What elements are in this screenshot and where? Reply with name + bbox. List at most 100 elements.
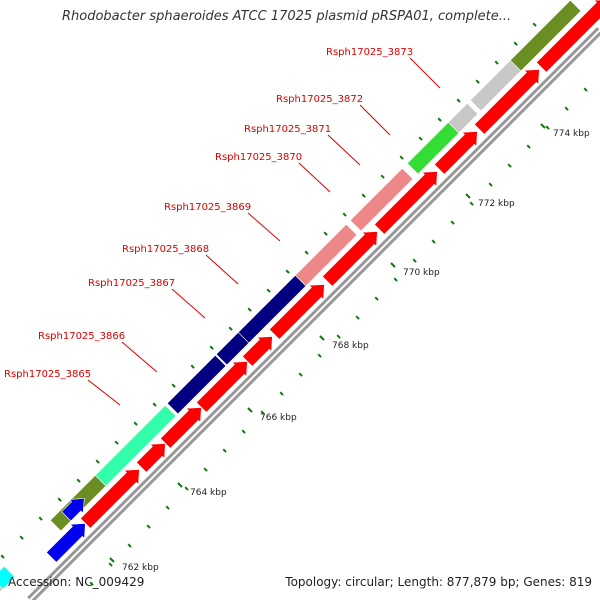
kbp-tick — [247, 407, 253, 413]
gene-label: Rsph17025_3872 — [276, 94, 363, 105]
tick-mark — [184, 486, 189, 491]
tick-mark — [564, 106, 569, 111]
feature-gene — [509, 0, 582, 72]
tick-mark — [380, 174, 385, 179]
forward-cds-arrow — [80, 469, 140, 529]
tick-mark — [114, 440, 119, 445]
tick-mark — [336, 334, 341, 339]
gene-label: Rsph17025_3867 — [88, 278, 175, 289]
forward-cds-arrow — [536, 0, 600, 73]
label-leader — [327, 134, 361, 166]
tick-mark — [171, 383, 176, 388]
tick-mark — [437, 117, 442, 122]
tick-mark — [450, 220, 455, 225]
kbp-labels: 762 kbp 764 kbp 766 kbp 768 kbp 770 kbp 772 k… — [109, 123, 590, 573]
kbp-label: 768 kbp — [332, 341, 369, 351]
tick-mark — [374, 296, 379, 301]
map-title: Rhodobacter sphaeroides ATCC 17025 plasm… — [62, 9, 512, 24]
backbone — [27, 27, 600, 600]
tick-mark — [190, 364, 195, 369]
gene-label: Rsph17025_3868 — [122, 244, 209, 255]
kbp-tick — [319, 335, 325, 341]
kbp-tick — [390, 262, 396, 268]
tick-mark — [304, 250, 309, 255]
label-leader — [409, 57, 441, 89]
label-leader — [121, 341, 158, 373]
tick-mark — [228, 326, 233, 331]
reverse-cds-arrow — [46, 523, 86, 563]
tick-mark — [469, 201, 474, 206]
forward-cds-track — [80, 0, 600, 529]
tick-mark — [165, 505, 170, 510]
tick-mark — [342, 212, 347, 217]
feature-gene — [0, 585, 4, 593]
tick-mark — [209, 345, 214, 350]
gene-label: Rsph17025_3869 — [164, 202, 251, 213]
tick-mark — [323, 231, 328, 236]
tick-mark — [76, 478, 81, 483]
tick-mark — [456, 98, 461, 103]
tick-mark — [399, 155, 404, 160]
tick-mark — [57, 497, 62, 502]
label-leader — [359, 104, 391, 136]
tick-mark — [545, 125, 550, 130]
feature-gene — [0, 565, 16, 590]
kbp-tick — [465, 193, 471, 199]
forward-cds-arrow — [242, 336, 273, 367]
tick-marks — [0, 22, 588, 586]
feature-gene — [349, 167, 414, 232]
feature-gene — [166, 354, 227, 415]
forward-cds-arrow — [434, 131, 478, 175]
forward-cds-arrow — [374, 171, 438, 235]
label-leader — [87, 379, 121, 406]
gene-label: Rsph17025_3865 — [4, 369, 91, 380]
label-leader — [298, 162, 331, 193]
feature-gene — [294, 223, 358, 287]
tick-mark — [488, 182, 493, 187]
tick-mark — [127, 543, 132, 548]
tick-mark — [526, 144, 531, 149]
kbp-label: 766 kbp — [260, 413, 297, 423]
tick-mark — [583, 87, 588, 92]
gene-label: Rsph17025_3870 — [215, 152, 302, 163]
tick-mark — [279, 391, 284, 396]
tick-mark — [418, 136, 423, 141]
gene-label: Rsph17025_3871 — [244, 124, 331, 135]
accession-text: Accession: NC_009429 — [8, 575, 145, 589]
tick-mark — [266, 288, 271, 293]
feature-track — [0, 0, 582, 593]
kbp-label: 764 kbp — [190, 488, 227, 498]
kbp-tick — [109, 557, 115, 563]
tick-mark — [241, 429, 246, 434]
tick-mark — [89, 581, 94, 586]
tick-mark — [203, 467, 208, 472]
backbone-highlight — [29, 29, 600, 600]
forward-cds-arrow — [322, 231, 378, 287]
tick-mark — [38, 516, 43, 521]
tick-mark — [133, 421, 138, 426]
label-leader — [205, 254, 239, 285]
gene-label: Rsph17025_3873 — [326, 47, 413, 58]
feature-gene — [447, 102, 479, 134]
kbp-tick — [540, 123, 546, 129]
forward-cds-arrow — [160, 407, 202, 449]
gene-labels: Rsph17025_3865 Rsph17025_3866 Rsph17025_38… — [4, 47, 413, 380]
reverse-cds-arrow — [61, 497, 85, 522]
label-leader — [171, 288, 206, 319]
tick-mark — [0, 554, 5, 559]
forward-cds-arrow — [196, 361, 248, 413]
tick-mark — [285, 269, 290, 274]
tick-mark — [247, 307, 252, 312]
tick-mark — [298, 372, 303, 377]
kbp-label: 762 kbp — [122, 563, 159, 573]
label-leader — [247, 212, 281, 242]
gene-label: Rsph17025_3866 — [38, 331, 125, 342]
tick-mark — [222, 448, 227, 453]
forward-cds-arrow — [474, 69, 540, 135]
tick-mark — [513, 41, 518, 46]
tick-mark — [146, 524, 151, 529]
tick-mark — [260, 410, 265, 415]
kbp-label: 774 kbp — [553, 129, 590, 139]
tick-mark — [532, 22, 537, 27]
